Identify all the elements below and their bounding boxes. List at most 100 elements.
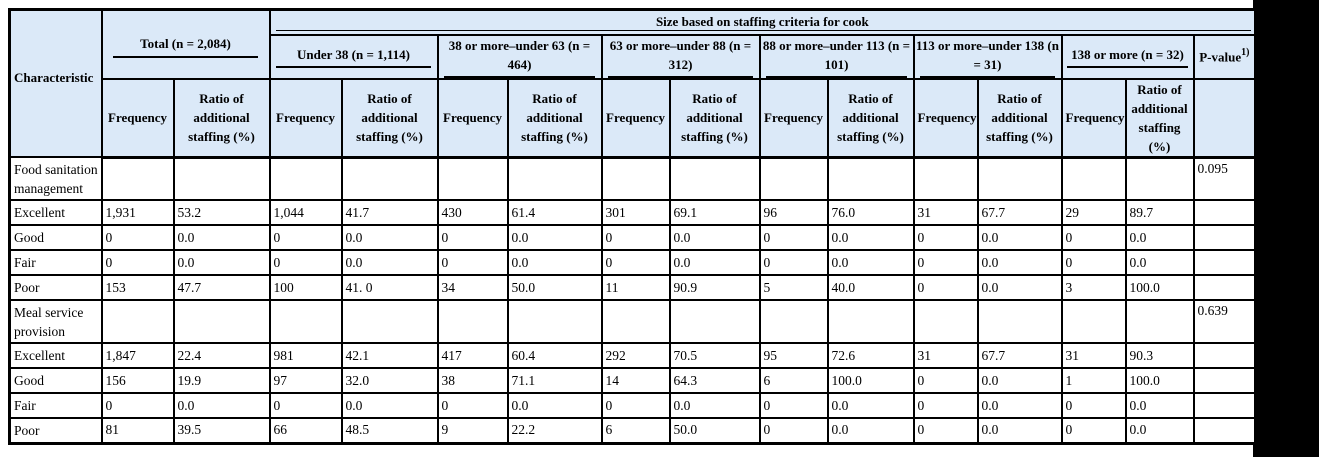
group-header-label: 38 or more–under 63 (n = 464) xyxy=(448,37,591,72)
data-cell: 0 xyxy=(912,367,979,394)
header-row-measures: Frequency Ratio of additional staffing (… xyxy=(10,77,1257,159)
table-row: Poor 153 47.7 100 41. 0 34 50.0 11 90.9 5 40.0 0 0.0… xyxy=(8,274,1257,301)
data-cell: 72.6 xyxy=(826,342,915,369)
data-cell: 100.0 xyxy=(826,367,915,394)
data-cell: 0.0 xyxy=(172,392,271,419)
table-row: Excellent 1,931 53.2 1,044 41.7 430 61.4 301 69.… xyxy=(8,199,1257,226)
data-cell: 0 xyxy=(100,224,175,251)
category-row: Food sanitation management 0.095 xyxy=(8,156,1257,201)
group-header-88-113: 88 or more–under 113 (n = 101) xyxy=(758,33,915,80)
data-cell: 70.5 xyxy=(668,342,761,369)
data-cell: 19.9 xyxy=(172,367,271,394)
data-cell: 71.1 xyxy=(506,367,603,394)
data-cell: 0.0 xyxy=(1124,249,1195,276)
data-cell: 41.7 xyxy=(340,199,439,226)
data-cell: 0.0 xyxy=(976,274,1063,301)
data-cell xyxy=(758,156,829,201)
p-value-cell xyxy=(1192,417,1257,444)
data-cell: 3 xyxy=(1060,274,1127,301)
data-cell: 48.5 xyxy=(340,417,439,444)
data-cell: 0.0 xyxy=(976,417,1063,444)
data-cell: 0 xyxy=(268,224,343,251)
data-cell: 0.0 xyxy=(668,392,761,419)
data-cell: 90.3 xyxy=(1124,342,1195,369)
data-cell: 0 xyxy=(436,249,509,276)
group-header-label: 138 or more (n = 32) xyxy=(1071,47,1184,62)
data-cell: 0.0 xyxy=(826,224,915,251)
data-cell xyxy=(668,299,761,344)
data-cell: 66 xyxy=(268,417,343,444)
ratio-header: Ratio of additional staffing (%) xyxy=(506,77,603,159)
data-cell: 5 xyxy=(758,274,829,301)
data-cell xyxy=(758,299,829,344)
data-cell: 0 xyxy=(912,417,979,444)
table-header: Characteristic Total (n = 2,084) Size ba… xyxy=(8,8,1257,159)
data-cell: 0.0 xyxy=(826,249,915,276)
data-cell xyxy=(506,156,603,201)
data-cell: 76.0 xyxy=(826,199,915,226)
group-header-113-138: 113 or more–under 138 (n = 31) xyxy=(912,33,1063,80)
data-cell: 0.0 xyxy=(976,392,1063,419)
data-cell: 39.5 xyxy=(172,417,271,444)
p-value-cell xyxy=(1192,367,1257,394)
data-cell: 50.0 xyxy=(506,274,603,301)
data-cell xyxy=(268,156,343,201)
data-cell: 0.0 xyxy=(506,249,603,276)
data-cell: 6 xyxy=(600,417,671,444)
data-cell: 0.0 xyxy=(506,224,603,251)
row-label: Poor xyxy=(8,274,103,301)
data-cell xyxy=(100,156,175,201)
data-cell: 0 xyxy=(912,224,979,251)
spanner-rule xyxy=(919,75,1056,77)
data-cell xyxy=(268,299,343,344)
data-cell: 0 xyxy=(1060,249,1127,276)
data-cell: 0 xyxy=(758,392,829,419)
ratio-header: Ratio of additional staffing (%) xyxy=(172,77,271,159)
group-header-38-63: 38 or more–under 63 (n = 464) xyxy=(436,33,603,80)
data-cell: 14 xyxy=(600,367,671,394)
spanner-rule xyxy=(444,75,595,77)
p-value-cell xyxy=(1192,224,1257,251)
spanner-rule xyxy=(276,66,431,68)
row-label: Food sanitation management xyxy=(8,156,103,201)
frequency-header: Frequency xyxy=(600,77,671,159)
data-cell: 47.7 xyxy=(172,274,271,301)
data-cell: 1,044 xyxy=(268,199,343,226)
data-cell: 153 xyxy=(100,274,175,301)
data-cell: 0 xyxy=(436,392,509,419)
data-cell: 292 xyxy=(600,342,671,369)
spanner-rule xyxy=(275,29,1252,31)
group-header-label: 63 or more–under 88 (n = 312) xyxy=(609,37,752,72)
data-cell xyxy=(436,299,509,344)
group-header-label: 113 or more–under 138 (n = 31) xyxy=(915,37,1059,72)
data-cell: 41. 0 xyxy=(340,274,439,301)
row-label: Poor xyxy=(8,417,103,444)
data-cell: 22.2 xyxy=(506,417,603,444)
data-cell: 0.0 xyxy=(506,392,603,419)
table-row: Fair 0 0.0 0 0.0 0 0.0 0 0.0 0 0.0 0 0.0 0 0.0 xyxy=(8,249,1257,276)
characteristic-header: Characteristic xyxy=(8,8,103,158)
data-cell: 0 xyxy=(100,249,175,276)
data-cell: 0.0 xyxy=(668,249,761,276)
ratio-header: Ratio of additional staffing (%) xyxy=(340,77,439,159)
data-cell: 0.0 xyxy=(976,249,1063,276)
data-cell: 301 xyxy=(600,199,671,226)
data-cell: 0 xyxy=(436,224,509,251)
table-body: Food sanitation management 0.095 Excellent… xyxy=(8,156,1257,444)
data-cell: 0 xyxy=(758,224,829,251)
data-cell: 100.0 xyxy=(1124,367,1195,394)
data-cell: 0.0 xyxy=(172,249,271,276)
ratio-header: Ratio of additional staffing (%) xyxy=(826,77,915,159)
data-cell: 0 xyxy=(268,249,343,276)
staffing-criteria-table: Characteristic Total (n = 2,084) Size ba… xyxy=(8,8,1258,445)
data-cell xyxy=(436,156,509,201)
category-row: Meal service provision 0.639 xyxy=(8,299,1257,344)
table-row: Poor 81 39.5 66 48.5 9 22.2 6 50.0 0 0.0 0 0.0 0 0.0 xyxy=(8,417,1257,444)
data-cell: 0 xyxy=(1060,417,1127,444)
total-header: Total (n = 2,084) xyxy=(100,8,271,80)
data-cell: 0.0 xyxy=(1124,392,1195,419)
group-header-138-more: 138 or more (n = 32) xyxy=(1060,33,1195,80)
data-cell: 50.0 xyxy=(668,417,761,444)
table-row: Good 0 0.0 0 0.0 0 0.0 0 0.0 0 0.0 0 0.0 0 0.0 xyxy=(8,224,1257,251)
data-cell: 81 xyxy=(100,417,175,444)
